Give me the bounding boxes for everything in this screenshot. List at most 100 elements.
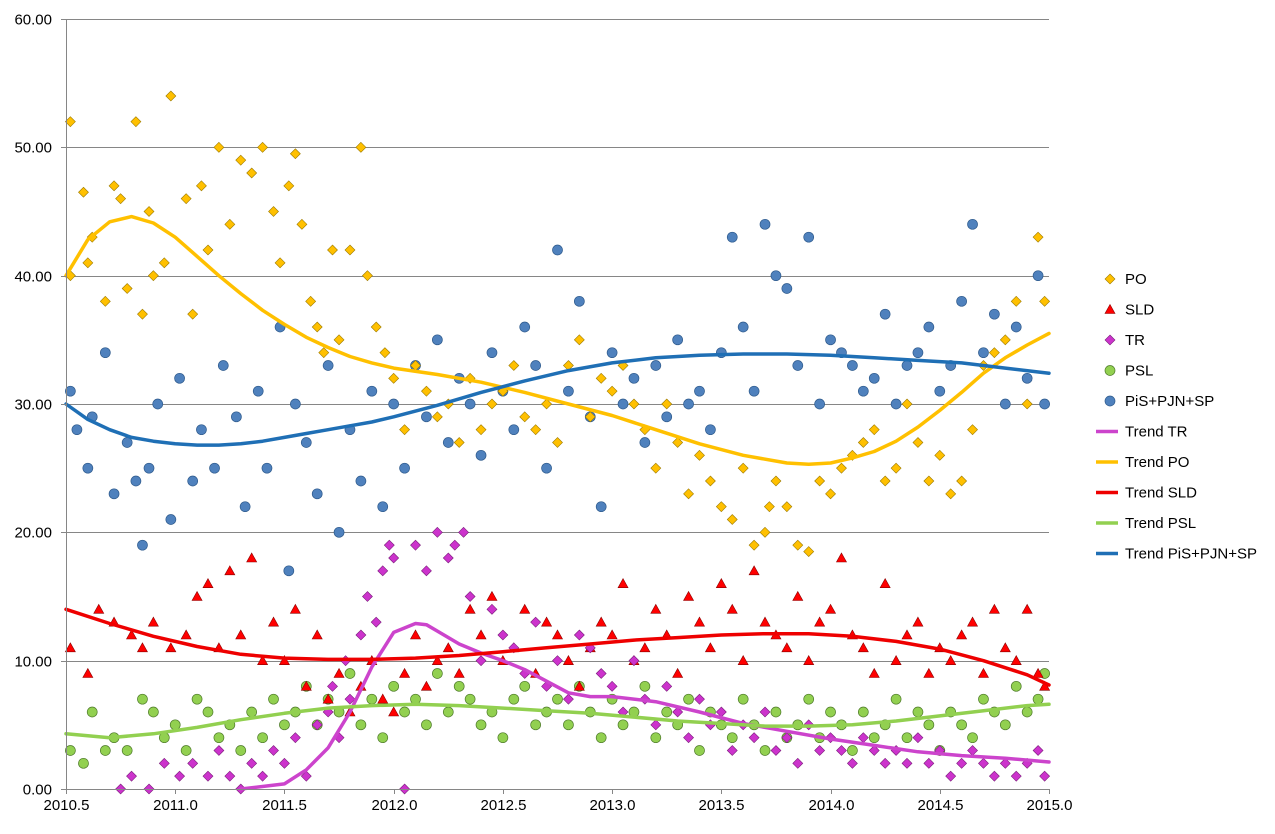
point-sld [519,603,531,614]
point-psl [661,706,673,718]
point-tr [792,757,804,769]
point-sld [1032,667,1044,678]
point-po [165,90,177,102]
y-tick-label: 30.00 [14,397,52,414]
point-sld [165,642,177,653]
point-sld [890,655,902,665]
point-tr [383,539,395,551]
point-psl [257,732,268,744]
point-sld [748,565,760,576]
point-po [737,462,749,474]
point-tr [497,629,509,641]
point-po [715,501,727,513]
series-psl [65,668,1050,769]
point-tr [879,757,891,769]
point-po [333,334,345,346]
point-tr [923,757,935,769]
point-tr [213,745,225,756]
point-po [283,180,295,192]
point-pis-pjn-sp [530,360,542,371]
point-psl [148,706,159,718]
point-psl [246,706,258,718]
point-sld [64,642,76,653]
point-po [399,424,411,436]
point-psl [956,719,967,731]
point-pis-pjn-sp [152,398,164,410]
x-tick-label: 2011.0 [153,797,198,814]
point-psl [121,745,133,756]
point-po [121,283,133,294]
point-tr [836,745,847,756]
point-sld [737,655,749,665]
point-po [814,475,826,487]
point-tr [475,655,487,667]
point-sld [257,655,269,665]
point-tr [377,565,389,577]
point-psl [999,719,1011,731]
point-po [726,514,738,525]
point-psl [923,719,935,731]
point-psl [759,745,771,756]
point-pis-pjn-sp [814,398,825,410]
point-pis-pjn-sp [595,501,607,513]
point-po [519,411,531,423]
point-pis-pjn-sp [573,295,585,307]
point-sld [420,680,432,691]
point-psl [65,745,76,756]
point-psl [86,706,98,718]
x-tick-label: 2013.5 [699,797,745,814]
point-pis-pjn-sp [421,411,432,423]
legend-swatch [1104,303,1116,314]
point-po [988,347,1000,359]
point-tr [857,732,869,744]
point-pis-pjn-sp [923,321,935,333]
point-pis-pjn-sp [759,218,771,230]
point-po [108,180,120,192]
point-po [137,308,148,320]
point-pis-pjn-sp [475,449,487,461]
point-po [792,539,804,551]
point-po [274,257,286,269]
point-tr [458,526,469,538]
point-psl [355,719,367,731]
point-pis-pjn-sp [901,360,913,371]
point-sld [93,603,105,614]
point-po [257,141,269,153]
line-trend-po [64,214,1051,467]
point-pis-pjn-sp [283,565,295,577]
point-pis-pjn-sp [377,501,389,513]
legend-item-trend-tr: Trend TR [1096,424,1188,441]
point-pis-pjn-sp [650,360,662,371]
point-tr [781,732,793,744]
legend: PO SLD TR PSL PiS+PJN+SP Trend TR Trend PO Tren… [1096,271,1257,563]
point-po [661,398,673,410]
point-po [224,218,236,230]
point-tr [442,552,454,564]
point-psl [530,719,542,731]
point-sld [726,603,738,614]
point-psl [901,732,913,744]
point-sld [672,667,684,678]
point-pis-pjn-sp [174,372,185,384]
point-po [187,308,199,320]
point-po [763,501,775,513]
point-pis-pjn-sp [847,360,858,371]
point-po [1010,295,1022,307]
point-pis-pjn-sp [606,347,618,359]
x-tick-label: 2010.5 [44,797,90,814]
point-pis-pjn-sp [399,462,410,474]
point-po [595,372,607,384]
point-po [770,475,782,487]
point-tr [300,770,312,782]
point-psl [737,693,749,705]
point-pis-pjn-sp [726,231,738,243]
point-po [912,437,924,448]
point-psl [694,745,705,756]
point-po [781,501,793,513]
point-psl [508,693,520,705]
point-sld [180,629,192,640]
point-tr [311,719,323,731]
point-pis-pjn-sp [290,398,301,410]
point-po [289,148,301,160]
legend-label: Trend PO [1125,454,1189,471]
